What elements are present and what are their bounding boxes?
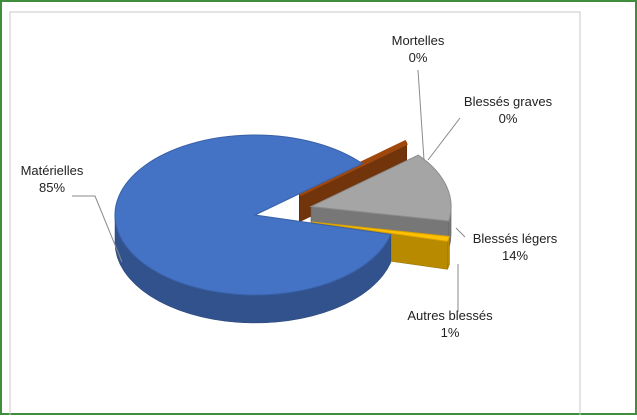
slice bbox=[114, 134, 392, 296]
data-label-value: 14% bbox=[502, 248, 528, 263]
data-label-name: Autres blessés bbox=[407, 308, 493, 323]
data-label-name: Blessés légers bbox=[473, 231, 558, 246]
leader-lines bbox=[72, 69, 466, 312]
data-label-value: 85% bbox=[39, 180, 65, 195]
chart-area bbox=[9, 11, 581, 420]
data-label-name: Matérielles bbox=[21, 163, 84, 178]
pie bbox=[114, 134, 452, 324]
data-label-value: 1% bbox=[441, 325, 460, 340]
data-label-value: 0% bbox=[499, 111, 518, 126]
data-label-value: 0% bbox=[409, 50, 428, 65]
slice bbox=[309, 154, 452, 222]
data-label-name: Blessés graves bbox=[464, 94, 553, 109]
slice bbox=[311, 221, 451, 242]
labels: Mortelles 0% Blessés graves 0% Blessés léger… bbox=[21, 33, 558, 340]
data-label-name: Mortelles bbox=[392, 33, 445, 48]
